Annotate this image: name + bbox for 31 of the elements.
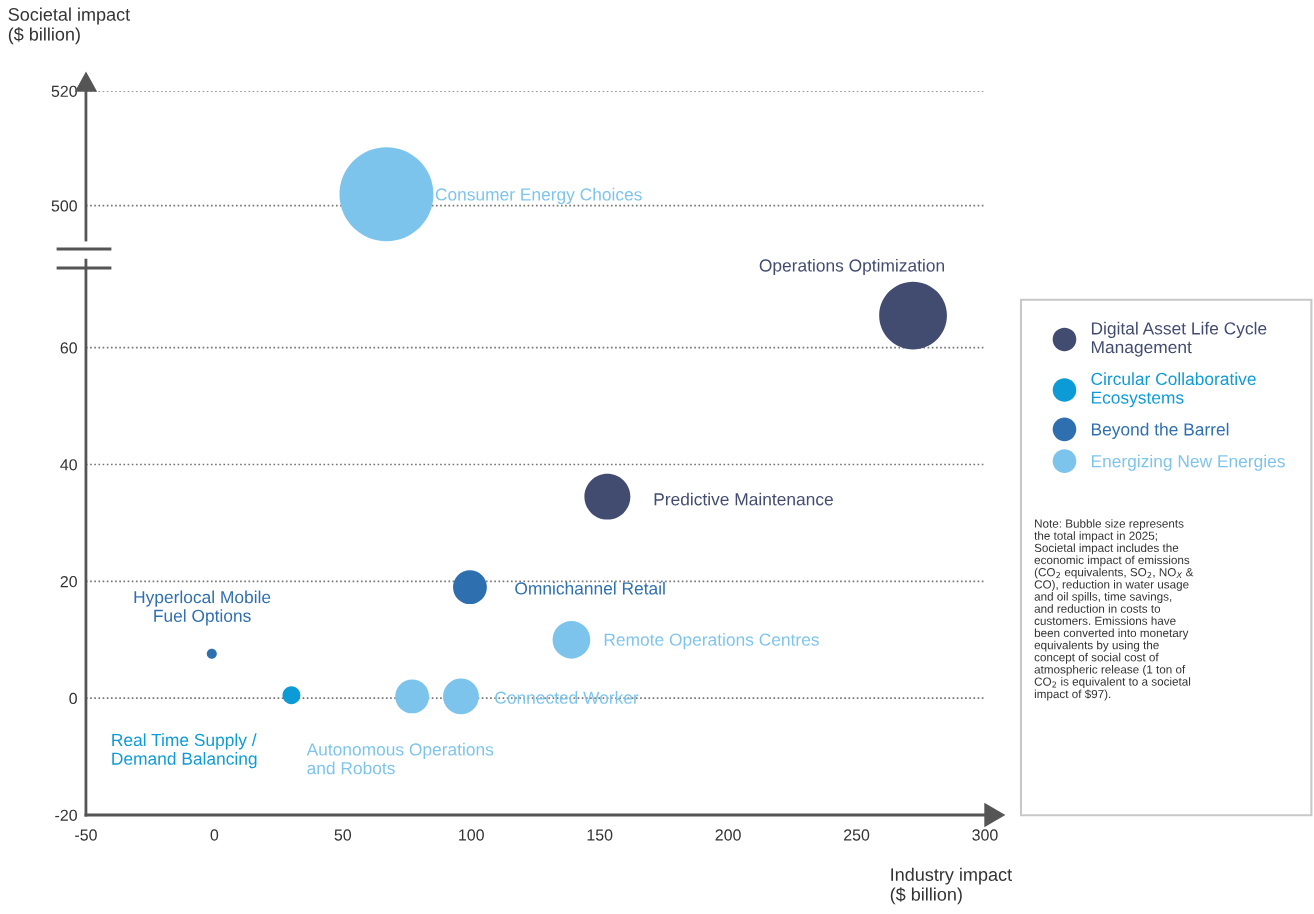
annotation: Operations Optimization	[759, 258, 944, 276]
annotation: Remote Operations Centres	[604, 633, 819, 650]
text: Note: Bubble size represents the total impact in 2025; Societal impact includes the economic impact of emissions (CO$_{2}$ equivalents, SO$_{2}$, NO$_{X}$ & CO), reduction in water usage and oil spills, time savings, and reduction in costs to customers. Emissions have been converted into monetary equivalents by using the concept of social cost of atmospheric release (1 ton of CO$_{2}$ is equivalent to a societal impact of $97).	[1034, 519, 1194, 701]
annotation: Real Time Supply / Demand Balancing	[112, 733, 257, 769]
annotation: Omnichannel Retail	[515, 581, 665, 595]
y-tick-label: 20	[60, 575, 77, 588]
x-tick-label: 150	[587, 829, 613, 841]
annotation: Autonomous Operations and Robots	[306, 742, 494, 775]
y-tick-label: 500	[51, 200, 77, 212]
y-tick-label: 520	[51, 85, 77, 97]
legend-label: Digital Asset Life Cycle Management	[1091, 321, 1267, 357]
y-tick-label: 40	[60, 459, 77, 471]
legend-label: Circular Collaborative Ecosystems	[1091, 372, 1256, 408]
annotation: Connected Worker	[495, 691, 639, 704]
x-tick-label: 250	[844, 829, 870, 841]
y-tick-label: 60	[60, 342, 77, 354]
y-tick-label: 0	[69, 692, 77, 705]
annotation: Predictive Maintenance	[654, 492, 833, 506]
x-tick-label: -50	[75, 829, 97, 841]
y-axis-title: Societal impact ($ billion)	[8, 7, 131, 45]
legend-label: Beyond the Barrel	[1091, 422, 1229, 440]
legend-label: Energizing New Energies	[1091, 454, 1285, 471]
y-tick-label: -20	[55, 809, 77, 821]
x-tick-label: 0	[210, 829, 219, 841]
x-tick-label: 50	[334, 829, 352, 841]
annotation: Hyperlocal Mobile Fuel Options	[134, 590, 271, 626]
x-tick-label: 300	[972, 829, 998, 841]
x-tick-label: 200	[715, 829, 741, 841]
annotation: Consumer Energy Choices	[435, 187, 642, 205]
x-tick-label: 100	[459, 829, 484, 841]
x-axis-title: Industry impact ($ billion)	[890, 867, 1012, 905]
